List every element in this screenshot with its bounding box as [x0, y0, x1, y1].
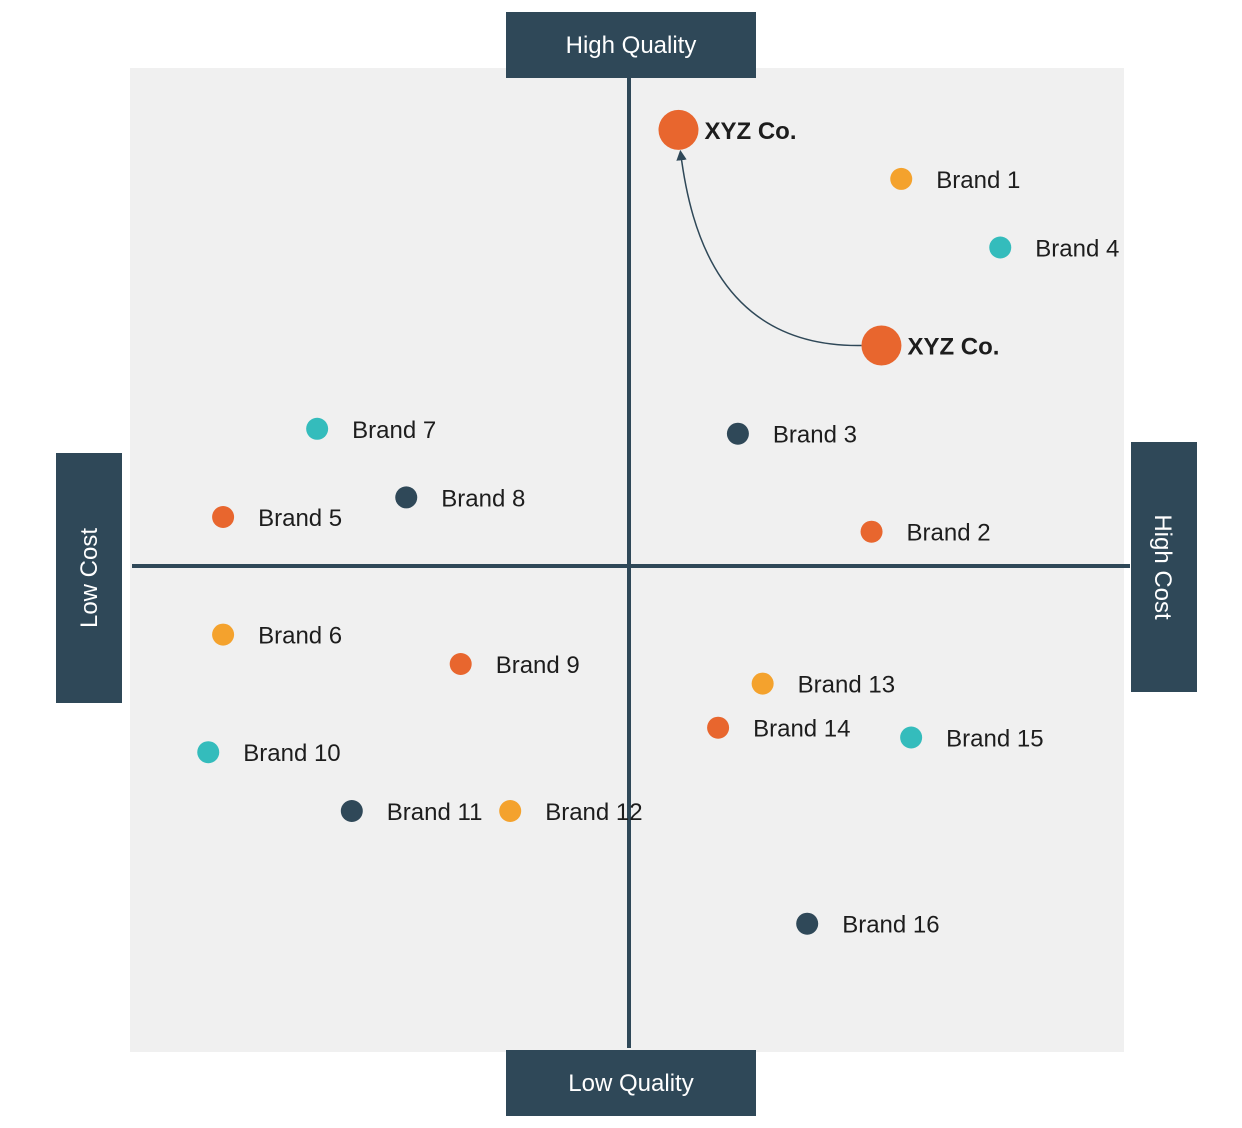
point-marker	[306, 417, 329, 440]
axis-label-top: High Quality	[506, 12, 756, 78]
point-label: Brand 10	[243, 740, 340, 767]
point-marker	[197, 741, 220, 764]
point-marker	[796, 912, 819, 935]
point-marker	[900, 726, 923, 749]
point-brand-3: Brand 3	[726, 422, 857, 449]
point-marker	[726, 422, 749, 445]
point-brand-1: Brand 1	[890, 167, 1020, 194]
point-marker	[395, 486, 418, 509]
point-xyz-co-0: XYZ Co.	[658, 109, 797, 150]
axis-label-bottom: Low Quality	[506, 1050, 756, 1116]
point-marker	[212, 506, 235, 528]
point-label: Brand 5	[258, 505, 342, 532]
point-brand-10: Brand 10	[197, 740, 341, 767]
point-label: Brand 4	[1035, 236, 1119, 263]
point-marker	[707, 716, 730, 739]
point-label: Brand 6	[258, 623, 342, 650]
point-label: Brand 9	[496, 652, 580, 679]
point-brand-5: Brand 5	[212, 505, 342, 532]
point-brand-7: Brand 7	[306, 417, 436, 444]
point-brand-11: Brand 11	[340, 799, 483, 826]
repositioning-arrow	[676, 149, 862, 347]
point-marker	[860, 520, 883, 543]
point-marker	[658, 109, 699, 150]
point-brand-14: Brand 14	[707, 716, 851, 743]
point-label: Brand 11	[387, 799, 483, 826]
point-label: Brand 13	[798, 672, 895, 699]
point-marker	[989, 236, 1012, 259]
point-marker	[861, 325, 902, 366]
point-marker	[449, 653, 472, 675]
point-brand-4: Brand 4	[989, 236, 1119, 263]
axis-label-right: High Cost	[1131, 442, 1197, 692]
point-label: Brand 14	[753, 716, 850, 743]
point-label: XYZ Co.	[907, 334, 999, 361]
point-marker	[340, 800, 363, 822]
point-brand-12: Brand 12	[499, 799, 643, 826]
point-brand-9: Brand 9	[449, 652, 580, 679]
point-label: Brand 8	[441, 485, 525, 512]
points-layer: XYZ Co. XYZ Co. Brand 1 Brand 4 Brand 3 Brand…	[197, 109, 1119, 939]
point-brand-6: Brand 6	[212, 623, 342, 650]
point-label: XYZ Co.	[705, 118, 797, 145]
axis-label-left-text: Low Cost	[76, 528, 103, 628]
point-marker	[751, 672, 774, 695]
axis-label-bottom-text: Low Quality	[568, 1070, 693, 1097]
point-marker	[890, 167, 913, 190]
point-label: Brand 3	[773, 422, 857, 449]
point-label: Brand 2	[907, 520, 991, 547]
point-label: Brand 15	[946, 726, 1043, 753]
point-brand-16: Brand 16	[796, 912, 940, 939]
point-label: Brand 7	[352, 417, 436, 444]
axis-label-right-text: High Cost	[1149, 514, 1176, 620]
point-label: Brand 1	[936, 167, 1020, 194]
point-xyz-co-1: XYZ Co.	[861, 325, 999, 366]
point-brand-13: Brand 13	[751, 672, 895, 699]
point-brand-8: Brand 8	[395, 485, 525, 512]
point-label: Brand 12	[545, 799, 642, 826]
point-marker	[212, 623, 235, 646]
point-marker	[499, 800, 522, 822]
point-brand-15: Brand 15	[900, 726, 1044, 753]
axis-label-left: Low Cost	[56, 453, 122, 703]
point-label: Brand 16	[842, 912, 939, 939]
point-brand-2: Brand 2	[860, 520, 991, 547]
axis-label-top-text: High Quality	[566, 32, 697, 59]
